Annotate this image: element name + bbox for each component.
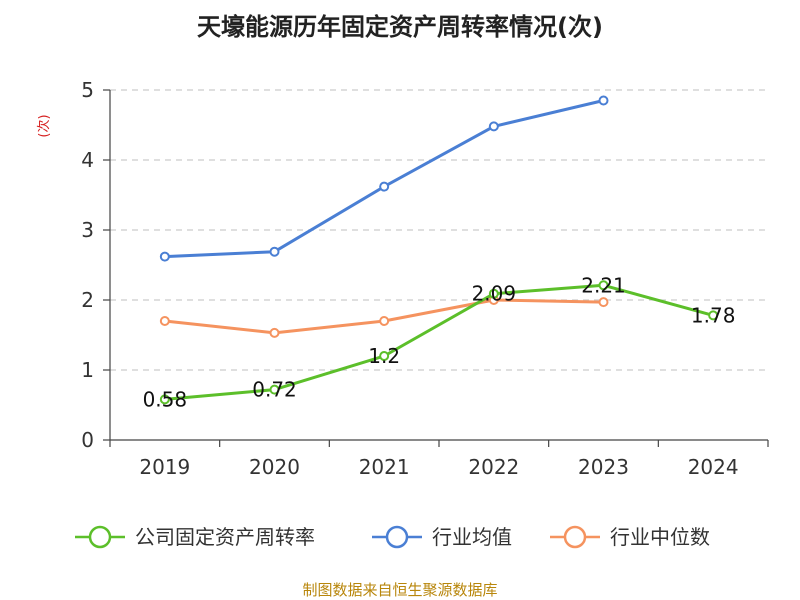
series-line-1 (164, 99, 604, 259)
series-0-point-2021 (379, 351, 390, 361)
x-tick-label-2022: 2022 (468, 455, 519, 479)
x-tick-label-2019: 2019 (139, 455, 190, 479)
series-2-point-2021 (379, 316, 390, 326)
series-0-point-2022 (488, 288, 499, 299)
series-line-0 (164, 283, 714, 401)
series-2-point-2023 (598, 297, 609, 308)
series-1-point-2023 (598, 95, 609, 106)
gridlines (110, 89, 768, 371)
series-0-point-2024 (708, 310, 719, 321)
data-label-2021: 1.2 (368, 344, 400, 368)
legend-marker-2 (563, 525, 587, 549)
series-1-point-2019 (159, 251, 170, 262)
x-tick-label-2023: 2023 (578, 455, 629, 479)
series-1-point-2020 (269, 246, 280, 257)
source-note: 制图数据来自恒生聚源数据库 (302, 581, 497, 599)
y-tick-label-2: 2 (81, 288, 94, 312)
x-tick-label-2024: 2024 (688, 455, 739, 479)
legend-marker-1 (385, 525, 409, 549)
data-labels: 0.58 0.72 1.2 2.09 2.21 1.78 (143, 273, 736, 411)
data-label-2020: 0.72 (252, 378, 297, 402)
series-0-point-2020 (269, 384, 280, 395)
data-label-2019: 0.58 (143, 387, 188, 411)
series-1-point-2021 (379, 181, 390, 192)
series-2-point-2020 (269, 327, 280, 338)
y-tick-label-0: 0 (81, 428, 94, 452)
legend-label-1: 行业均值 (432, 525, 512, 549)
legend: 公司固定资产周转率 行业均值 行业中位数 (75, 525, 710, 549)
y-tick-label-5: 5 (81, 78, 94, 102)
data-label-2023: 2.21 (581, 273, 626, 297)
x-tick-label-2020: 2020 (249, 455, 300, 479)
y-tick-label-1: 1 (81, 358, 94, 382)
legend-marker-0 (88, 525, 112, 549)
x-tick-label-2021: 2021 (359, 455, 410, 479)
legend-label-0: 公司固定资产周转率 (135, 525, 315, 549)
series-0-point-2019 (159, 394, 170, 405)
y-axis-label: (次) (36, 114, 52, 137)
chart-title: 天壕能源历年固定资产周转率情况(次) (197, 13, 603, 41)
legend-label-2: 行业中位数 (610, 525, 710, 549)
series-2-point-2019 (159, 316, 170, 326)
series-1-point-2022 (488, 121, 499, 132)
series-group (159, 95, 719, 405)
series-0-point-2023 (598, 280, 609, 291)
axes: 0 1 2 3 4 5 2019 2020 2021 2022 2023 2024 (81, 78, 769, 479)
y-tick-label-3: 3 (81, 218, 94, 242)
y-tick-label-4: 4 (81, 148, 94, 172)
data-label-2022: 2.09 (472, 282, 517, 306)
data-label-2024: 1.78 (691, 303, 736, 327)
